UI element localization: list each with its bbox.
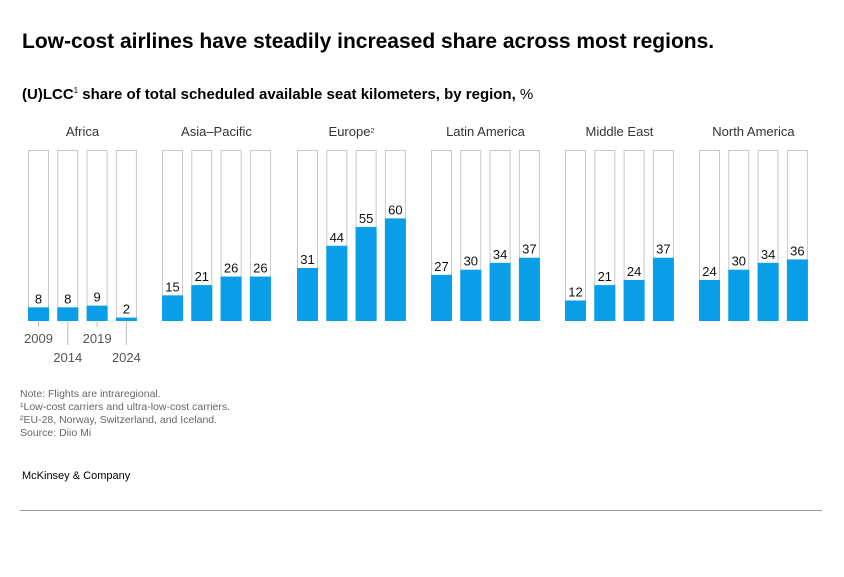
bar-north-america-2019 (757, 262, 779, 321)
subtitle-unit: % (515, 86, 534, 103)
bar-europe-2009 (297, 267, 318, 321)
subtitle-text: share of total scheduled available seat … (78, 86, 516, 103)
bar-value-label: 24 (627, 264, 641, 279)
bar-chart: Africa 8 8 9 2 Asia–Pacific 15 21 26 26 Europe2 31 4… (24, 124, 808, 365)
bar-latin-america-2009 (431, 274, 452, 321)
bar-latin-america-2019 (489, 262, 511, 321)
bar-value-label: 15 (165, 279, 179, 294)
region-label-asia-pacific: Asia–Pacific (181, 124, 252, 139)
bar-middle-east-2014 (594, 285, 616, 321)
bar-asia-pacific-2009 (162, 295, 183, 321)
bar-latin-america-2014 (460, 269, 482, 321)
region-label-europe: Europe2 (329, 124, 375, 139)
footnotes: Note: Flights are intraregional. ¹Low-co… (20, 388, 230, 440)
bar-latin-america-2024 (518, 257, 540, 321)
region-label-latin-america: Latin America (446, 124, 526, 139)
region-label-north-america: North America (712, 124, 795, 139)
bar-north-america-2024 (786, 259, 808, 321)
chart-title: Low-cost airlines have steadily increase… (22, 30, 715, 53)
bar-value-label: 2 (123, 302, 130, 317)
region-label-middle-east: Middle East (585, 124, 653, 139)
year-label-2024: 2024 (112, 350, 141, 365)
bar-value-label: 30 (464, 254, 478, 269)
bar-europe-2014 (326, 245, 348, 321)
bar-value-label: 34 (761, 247, 775, 262)
bar-africa-2014 (57, 307, 79, 321)
bar-value-label: 34 (493, 247, 507, 262)
bar-value-label: 24 (702, 264, 716, 279)
bar-value-label: 60 (388, 202, 402, 217)
subtitle-bold: (U)LCC (22, 86, 74, 103)
bar-middle-east-2024 (652, 257, 674, 321)
bar-africa-2019 (86, 305, 108, 321)
region-label-africa: Africa (66, 124, 100, 139)
bar-asia-pacific-2019 (220, 276, 242, 321)
note-intraregional: Note: Flights are intraregional. (20, 388, 161, 400)
bar-value-label: 27 (434, 259, 448, 274)
bar-europe-2019 (355, 226, 377, 321)
bar-middle-east-2019 (623, 279, 645, 321)
bar-africa-2009 (28, 307, 49, 321)
bar-value-label: 8 (35, 291, 42, 306)
bar-value-label: 21 (195, 269, 209, 284)
bar-value-label: 37 (522, 242, 536, 257)
year-label-2019: 2019 (83, 331, 112, 346)
bar-value-label: 31 (300, 252, 314, 267)
bar-value-label: 8 (64, 291, 71, 306)
bar-north-america-2014 (728, 269, 750, 321)
bar-value-label: 37 (656, 242, 670, 257)
bar-value-label: 12 (568, 284, 582, 299)
brand-logo-text: McKinsey & Company (22, 470, 131, 482)
year-label-2014: 2014 (53, 350, 82, 365)
bar-north-america-2009 (699, 279, 720, 321)
bar-value-label: 44 (330, 230, 344, 245)
bar-asia-pacific-2014 (191, 285, 213, 321)
bar-frame (162, 150, 183, 321)
footer-divider (20, 510, 822, 511)
bar-africa-2024 (115, 317, 137, 321)
bar-value-label: 30 (732, 254, 746, 269)
subtitle-footnote-mark: 1 (73, 86, 79, 95)
bar-value-label: 21 (598, 269, 612, 284)
bar-frame (115, 150, 137, 321)
bar-europe-2024 (384, 218, 406, 321)
bar-value-label: 26 (253, 261, 267, 276)
chart-subtitle: (U)LCC1 share of total scheduled availab… (22, 86, 533, 103)
bar-value-label: 55 (359, 211, 373, 226)
bar-middle-east-2009 (565, 300, 586, 321)
bar-value-label: 9 (93, 290, 100, 305)
bar-value-label: 36 (790, 243, 804, 258)
bar-asia-pacific-2024 (249, 276, 271, 321)
footnote-1: ¹Low-cost carriers and ultra-low-cost ca… (20, 401, 231, 413)
source-note: Source: Diio Mi (20, 427, 92, 439)
year-label-2009: 2009 (24, 331, 53, 346)
footnote-2: ²EU-28, Norway, Switzerland, and Iceland… (20, 414, 218, 426)
bar-value-label: 26 (224, 261, 238, 276)
